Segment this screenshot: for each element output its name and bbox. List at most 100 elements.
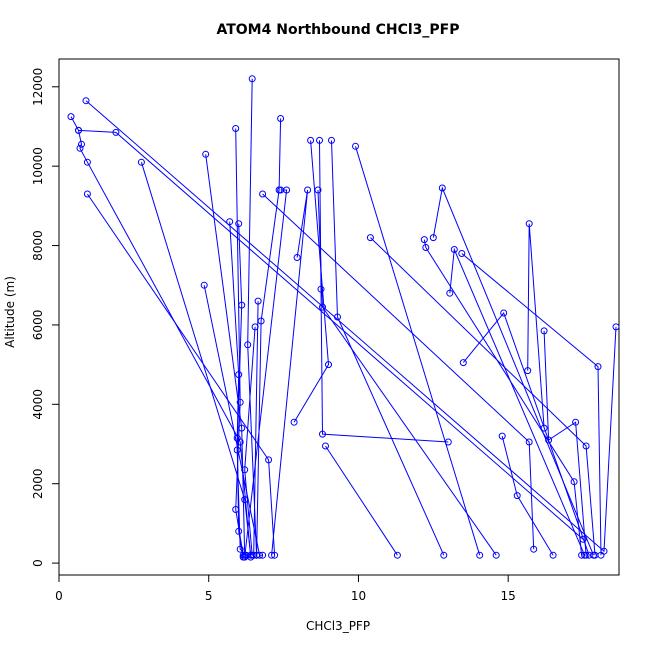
data-point [420, 236, 428, 244]
y-tick-label: 0 [31, 559, 45, 567]
profile-line [86, 193, 276, 556]
data-point [572, 418, 580, 426]
data-point [317, 285, 325, 293]
data-point [612, 323, 620, 331]
data-point [67, 113, 75, 121]
data-point [257, 317, 265, 325]
chart-title: ATOM4 Northbound CHCl3_PFP [216, 22, 459, 38]
data-point [259, 190, 267, 198]
data-point [241, 496, 249, 504]
data-point [525, 438, 533, 446]
data-point [579, 535, 587, 543]
profile-line [271, 189, 309, 556]
data-point [290, 418, 298, 426]
profile-line [423, 239, 583, 556]
data-point [83, 190, 91, 198]
profile-line [501, 435, 554, 556]
data-point [83, 158, 91, 166]
y-axis: 0 2000 4000 6000 8000 10000 12000 [31, 68, 60, 567]
data-point [444, 438, 452, 446]
data-point [393, 551, 401, 559]
data-point [325, 361, 332, 369]
data-point [268, 551, 276, 559]
data-point [304, 186, 312, 194]
data-point [75, 126, 82, 134]
data-point [322, 442, 329, 450]
data-point [265, 456, 273, 464]
data-point [283, 186, 291, 194]
data-point [446, 289, 454, 297]
data-point [316, 136, 323, 144]
data-point [307, 136, 315, 144]
data-point [232, 506, 240, 513]
data-point [530, 545, 538, 553]
data-point [82, 97, 90, 105]
data-point [137, 158, 145, 166]
x-axis: 0 5 10 15 [55, 574, 516, 603]
profile-line [432, 186, 594, 556]
profile-line [325, 445, 398, 556]
profile-line [543, 330, 587, 556]
profile-line [203, 285, 263, 556]
data-point [241, 466, 249, 474]
y-tick-label: 4000 [31, 389, 45, 420]
profile-line [205, 154, 246, 556]
profile-line [317, 189, 497, 556]
data-point [458, 250, 466, 257]
data-point [235, 371, 243, 379]
y-tick-label: 6000 [31, 310, 45, 341]
data-point [250, 551, 258, 559]
data-point [476, 551, 484, 559]
data-point [352, 142, 359, 150]
data-point [578, 551, 586, 559]
data-point [570, 478, 578, 486]
data-point [277, 115, 285, 122]
data-point [450, 246, 458, 253]
data-point [582, 551, 590, 559]
series-lines [70, 78, 617, 558]
profile-line [85, 100, 617, 553]
data-point [233, 446, 241, 454]
data-point [244, 341, 252, 349]
y-tick-label: 10000 [31, 147, 45, 185]
profile-line [70, 116, 252, 558]
profile-line [244, 189, 288, 558]
profile-line [253, 301, 259, 556]
data-point [241, 553, 249, 561]
data-point [251, 323, 259, 331]
profile-line [247, 78, 258, 556]
data-point [328, 136, 335, 144]
data-point [253, 551, 261, 559]
data-point [334, 313, 341, 321]
data-point [232, 125, 240, 132]
data-point [78, 140, 85, 148]
profile-line [293, 140, 330, 423]
data-point [271, 551, 279, 559]
profile-line [319, 140, 449, 443]
data-point [235, 220, 243, 228]
series-points [67, 75, 620, 561]
profile-line [461, 253, 602, 556]
data-point [585, 551, 593, 559]
data-point [513, 492, 521, 500]
data-point [540, 424, 548, 432]
profile-line [140, 162, 252, 556]
data-point [76, 144, 84, 152]
x-tick-label: 10 [351, 589, 366, 603]
data-point [492, 551, 500, 559]
x-tick-label: 15 [501, 589, 516, 603]
data-point [590, 551, 597, 559]
x-tick-label: 5 [205, 589, 213, 603]
profile-line [244, 326, 256, 556]
profile-line [355, 146, 481, 556]
profile-line [331, 140, 445, 556]
data-point [366, 234, 374, 242]
data-point [238, 424, 246, 432]
x-tick-label: 0 [55, 589, 63, 603]
y-axis-label: Altitude (m) [3, 276, 17, 348]
data-point [500, 309, 508, 317]
data-point [319, 303, 326, 311]
data-point [239, 551, 247, 559]
data-point [498, 432, 506, 440]
